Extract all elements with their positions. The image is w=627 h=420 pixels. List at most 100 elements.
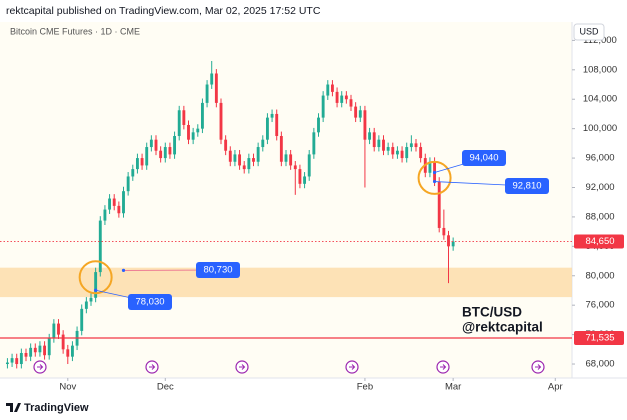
candle-body bbox=[437, 181, 441, 228]
candle-body bbox=[400, 150, 404, 159]
x-tick-label: Mar bbox=[445, 382, 461, 393]
candle-body bbox=[200, 102, 204, 129]
candle-body bbox=[256, 147, 260, 162]
price-label-box bbox=[574, 234, 624, 249]
y-tick-label: 108,000 bbox=[583, 64, 617, 75]
candle-body bbox=[303, 176, 307, 184]
candle-body bbox=[182, 110, 186, 125]
event-arrow bbox=[239, 364, 246, 370]
candle-body bbox=[214, 73, 218, 103]
x-tick-label: Nov bbox=[59, 382, 76, 393]
candle-body bbox=[15, 358, 19, 365]
highlight-circle bbox=[417, 160, 452, 195]
candle-body bbox=[335, 91, 339, 103]
candle-body bbox=[94, 272, 98, 298]
candle-body bbox=[349, 99, 353, 107]
candle-body bbox=[252, 158, 255, 162]
candle-body bbox=[414, 143, 418, 148]
candle-body bbox=[391, 147, 395, 155]
annotation-label: 80,730 bbox=[203, 265, 232, 276]
plot-clip bbox=[0, 60, 572, 369]
candle-body bbox=[66, 349, 70, 357]
highlight-circle bbox=[78, 260, 113, 295]
watermark: @rektcapital bbox=[462, 320, 543, 335]
candle-body bbox=[363, 110, 367, 140]
candle-body bbox=[89, 297, 93, 302]
candle-body bbox=[386, 147, 390, 151]
y-tick-label: 76,000 bbox=[585, 300, 614, 311]
candle-body bbox=[224, 139, 228, 151]
y-tick-label: 100,000 bbox=[583, 123, 617, 134]
candle-body bbox=[358, 110, 362, 118]
candle-body bbox=[145, 147, 149, 166]
candle-body bbox=[238, 154, 242, 166]
annotation-point bbox=[432, 179, 437, 184]
annotation-point bbox=[121, 268, 126, 272]
support-zone bbox=[0, 267, 572, 298]
candle-body bbox=[442, 227, 446, 236]
candle-body bbox=[122, 191, 125, 214]
candle-body bbox=[126, 176, 130, 192]
y-tick-label: 68,000 bbox=[585, 359, 614, 370]
candle-body bbox=[372, 132, 376, 148]
candle-body bbox=[80, 308, 84, 331]
candle-body bbox=[312, 132, 316, 155]
publisher: rektcapital published on TradingView.com… bbox=[6, 5, 321, 17]
candle-body bbox=[61, 334, 65, 350]
candle-body bbox=[377, 139, 381, 148]
candle-body bbox=[117, 205, 121, 214]
candle-body bbox=[29, 347, 33, 357]
candle-body bbox=[447, 235, 450, 247]
candle-body bbox=[173, 136, 177, 155]
candle-body bbox=[163, 147, 167, 159]
candle-body bbox=[33, 347, 37, 353]
candle-body bbox=[428, 161, 432, 173]
candle-body bbox=[409, 143, 413, 148]
annotation-label: 78,030 bbox=[135, 297, 164, 308]
candle-body bbox=[103, 209, 107, 221]
candle-body bbox=[307, 154, 311, 177]
x-tick-label: Apr bbox=[548, 382, 563, 393]
y-tick-label: 96,000 bbox=[585, 153, 614, 164]
candle-body bbox=[270, 113, 274, 118]
annotation-label: 94,040 bbox=[469, 153, 498, 164]
currency[interactable]: USD bbox=[579, 26, 599, 36]
candle-body bbox=[233, 154, 237, 162]
candle-body bbox=[395, 150, 399, 155]
candle-body bbox=[340, 95, 344, 103]
event-arrow bbox=[349, 364, 356, 370]
candle-body bbox=[279, 136, 283, 162]
candle-body bbox=[451, 241, 455, 247]
candle-body bbox=[84, 301, 88, 309]
y-tick-label: 88,000 bbox=[585, 211, 614, 222]
candle-body bbox=[70, 345, 74, 357]
x-tick-label: Dec bbox=[157, 382, 174, 393]
annotation-point bbox=[94, 288, 98, 292]
candle-body bbox=[177, 110, 181, 137]
candle-body bbox=[135, 158, 139, 170]
candle-body bbox=[187, 124, 190, 140]
candle-body bbox=[154, 139, 158, 151]
candle-body bbox=[326, 84, 330, 96]
candle-body bbox=[52, 323, 56, 339]
candle-body bbox=[247, 158, 251, 170]
currency-box[interactable] bbox=[573, 23, 605, 41]
annotation-box bbox=[128, 294, 172, 310]
candle-body bbox=[242, 165, 246, 170]
y-tick-label: 104,000 bbox=[583, 94, 617, 105]
candle-body bbox=[112, 198, 116, 206]
candle-body bbox=[265, 117, 269, 140]
candle-body bbox=[168, 147, 172, 155]
candle-body bbox=[196, 128, 200, 133]
event-arrow bbox=[149, 364, 156, 370]
candle-body bbox=[108, 198, 112, 210]
candle-body bbox=[344, 95, 348, 100]
candle-body bbox=[228, 150, 232, 162]
annotation-box bbox=[462, 150, 506, 166]
footer-brand: TradingView bbox=[24, 402, 89, 414]
price-label: 84,650 bbox=[585, 236, 614, 247]
y-tick-label: 92,000 bbox=[585, 182, 614, 193]
candle-body bbox=[382, 139, 385, 151]
candle-body bbox=[5, 362, 9, 365]
